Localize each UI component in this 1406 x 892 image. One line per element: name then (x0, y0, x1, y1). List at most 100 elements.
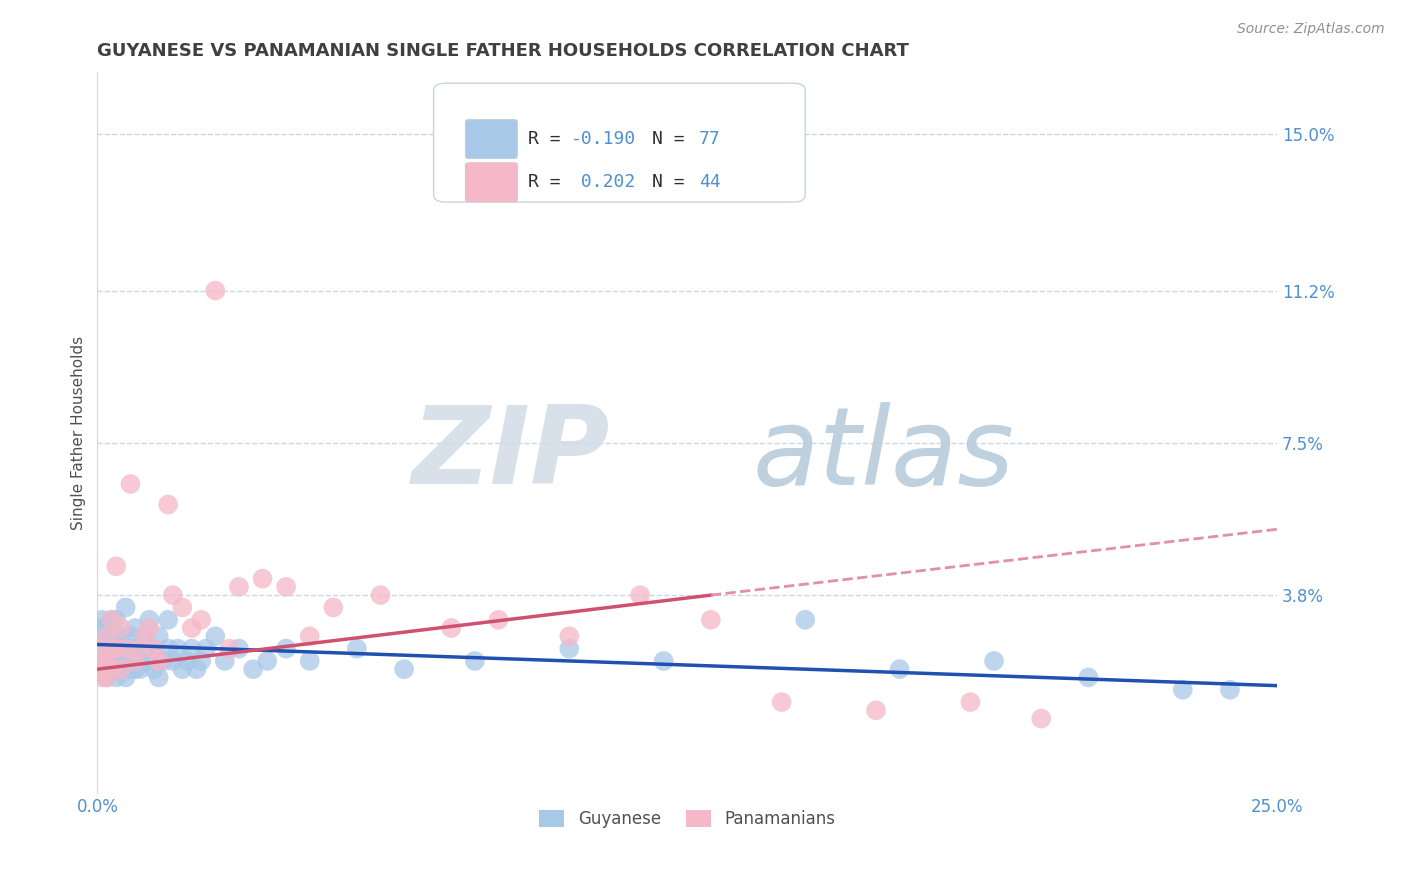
Point (100, 662, 122, 676)
FancyBboxPatch shape (433, 83, 806, 202)
Point (143, 662, 166, 676)
Point (138, 654, 160, 668)
Point (114, 641, 136, 656)
Text: ZIP: ZIP (412, 401, 610, 508)
Point (346, 641, 368, 656)
Point (96, 670, 118, 684)
Text: -0.190: -0.190 (571, 130, 636, 148)
Point (134, 629, 156, 643)
Point (700, 613, 723, 627)
Point (190, 654, 212, 668)
Point (464, 654, 486, 668)
Text: N =: N = (652, 173, 696, 191)
Text: Source: ZipAtlas.com: Source: ZipAtlas.com (1237, 22, 1385, 37)
Point (96, 629, 118, 643)
Point (134, 654, 156, 668)
Point (440, 621, 463, 635)
Point (865, 703, 887, 717)
Point (105, 629, 128, 643)
Point (143, 641, 166, 656)
Point (96, 621, 118, 635)
Point (322, 600, 344, 615)
Point (124, 621, 146, 635)
Point (274, 580, 297, 594)
Point (91, 670, 114, 684)
Text: R =: R = (529, 130, 571, 148)
Point (157, 613, 180, 627)
Point (120, 477, 142, 491)
Point (128, 641, 150, 656)
Point (124, 641, 146, 656)
Point (114, 670, 136, 684)
Point (204, 284, 226, 298)
Point (91, 613, 114, 627)
Point (91, 654, 114, 668)
Point (488, 613, 510, 627)
Point (218, 641, 240, 656)
Point (138, 613, 160, 627)
Point (1171, 682, 1194, 697)
Point (134, 629, 156, 643)
Point (114, 654, 136, 668)
Point (100, 662, 122, 676)
Point (91, 641, 114, 656)
Point (110, 662, 132, 676)
Point (91, 641, 114, 656)
Point (172, 662, 194, 676)
Point (110, 654, 132, 668)
Point (274, 641, 297, 656)
Point (91, 629, 114, 643)
Point (96, 654, 118, 668)
Point (114, 600, 136, 615)
Text: 44: 44 (699, 173, 721, 191)
Point (105, 641, 128, 656)
Point (194, 641, 217, 656)
Point (1077, 670, 1099, 684)
Point (124, 662, 146, 676)
Point (204, 629, 226, 643)
Point (134, 641, 156, 656)
Point (100, 641, 122, 656)
Point (162, 654, 184, 668)
Point (180, 621, 202, 635)
Point (190, 613, 212, 627)
Point (128, 662, 150, 676)
Point (770, 695, 793, 709)
Point (100, 613, 122, 627)
Point (110, 641, 132, 656)
Point (162, 588, 184, 602)
Point (186, 662, 208, 676)
Point (148, 629, 170, 643)
Point (983, 654, 1005, 668)
Point (959, 695, 981, 709)
Point (558, 629, 581, 643)
Point (100, 613, 122, 627)
Point (794, 613, 817, 627)
Point (256, 654, 278, 668)
Point (91, 662, 114, 676)
Point (558, 641, 581, 656)
Point (228, 580, 250, 594)
Point (96, 670, 118, 684)
Point (298, 654, 321, 668)
Point (889, 662, 911, 676)
Point (1031, 712, 1053, 726)
Point (100, 641, 122, 656)
Point (176, 654, 198, 668)
Text: R =: R = (529, 173, 571, 191)
Point (96, 629, 118, 643)
Point (91, 654, 114, 668)
Point (148, 670, 170, 684)
Point (105, 641, 128, 656)
Point (114, 641, 136, 656)
Point (180, 641, 202, 656)
Point (628, 588, 651, 602)
Y-axis label: Single Father Households: Single Father Households (72, 335, 86, 530)
Point (96, 641, 118, 656)
Point (157, 641, 180, 656)
Point (105, 613, 128, 627)
Point (124, 654, 146, 668)
Point (105, 670, 128, 684)
Point (110, 629, 132, 643)
Point (172, 600, 194, 615)
